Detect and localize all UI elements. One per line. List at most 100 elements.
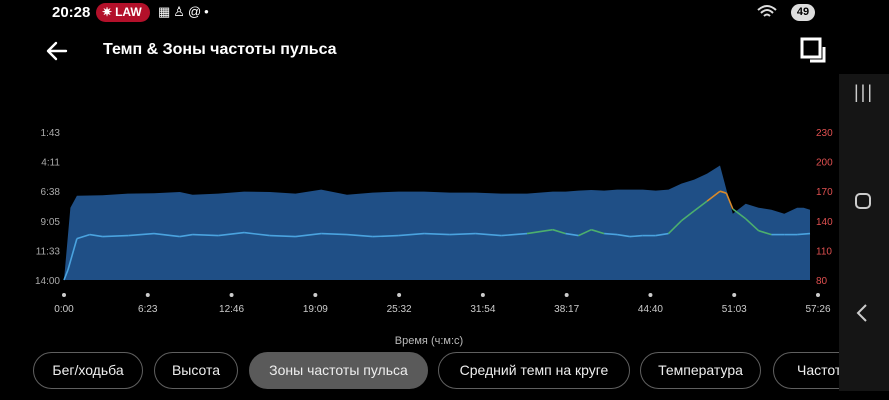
x-tick-label: 44:40 [638,304,663,315]
heart-rate-segment [89,233,103,238]
y-right-tick-label: 170 [816,187,833,198]
heart-rate-segment [63,269,69,281]
heart-rate-segment [192,233,219,237]
heart-rate-segment [719,190,727,194]
at-icon: @ [187,4,205,19]
heart-rate-segment [629,234,643,238]
chip-0[interactable]: Бег/ходьба [33,352,143,389]
fullscreen-exit-icon[interactable] [800,37,828,65]
recents-icon[interactable]: ||| [854,82,875,102]
person-icon: ♙ [173,4,188,19]
heart-rate-segment [67,238,78,271]
heart-rate-segment [758,229,772,236]
pace-heart-rate-chart: 1:43 4:11 6:38 9:05 11:33 14:00 230 200 170 140 11… [35,128,833,315]
chip-4[interactable]: Температура [640,352,761,389]
heart-rate-segment [76,233,90,240]
metric-chips: Бег/ходьба Высота Зоны частоты пульса Средн… [33,352,839,392]
heart-rate-segment [552,228,566,235]
heart-rate-segment [346,233,373,238]
y-right-tick-label: 110 [816,246,832,257]
x-tick-dot [145,293,150,297]
status-bar: 20:28 ✷ LAW ▦♙@• 49 [0,0,889,26]
heart-rate-segment [295,232,322,238]
heart-rate-segment [449,232,476,236]
heart-rate-segment [244,231,270,237]
chip-3[interactable]: Средний темп на круге [438,352,630,389]
x-tick-dot [732,293,737,297]
x-tick-dot [564,293,569,297]
wifi-icon [757,5,777,17]
heart-rate-segment [501,232,528,237]
x-tick-label: 19:09 [303,304,328,315]
y-left-tick-label: 6:38 [41,187,61,198]
heart-rate-segment [706,190,721,202]
chip-2[interactable]: Зоны частоты пульса [249,352,428,389]
y-right-tick-label: 230 [816,128,833,139]
x-tick-label: 6:23 [138,304,158,315]
x-tick-label: 57:26 [805,304,830,315]
dot-icon: • [204,4,212,19]
x-tick-label: 12:46 [219,304,244,315]
y-right-tick-label: 140 [816,217,833,228]
heart-rate-segment [398,232,425,237]
heart-rate-segment [565,232,579,237]
star-icon: ✷ [102,5,113,19]
page-title: Темп & Зоны частоты пульса [103,41,337,58]
battery-indicator: 49 [791,4,815,21]
x-tick-dot [480,293,485,297]
x-axis-label: Время (ч:м:с) [394,335,464,347]
y-left-tick-label: 11:33 [36,246,61,257]
x-tick-label: 38:17 [554,304,579,315]
chip-5[interactable]: Частота [773,352,839,389]
law-badge: ✷ LAW [96,3,150,22]
heart-rate-segment [475,232,502,237]
heart-rate-segment [693,200,708,212]
x-tick-dot [313,293,318,297]
y-left-tick-label: 14:00 [35,276,60,287]
heart-rate-segment [153,232,180,238]
x-tick-label: 25:32 [387,304,412,315]
chip-1[interactable]: Высота [154,352,238,389]
x-tick-dot [229,293,234,297]
y-left-tick-label: 4:11 [41,158,60,169]
x-tick-dot [62,293,66,297]
heart-rate-segment [321,232,348,236]
heart-rate-segment [372,234,399,238]
heart-rate-segment [269,234,296,238]
y-left-tick-label: 1:43 [41,128,61,139]
heart-rate-segment [797,232,811,236]
y-right-tick-label: 80 [816,276,828,287]
heart-rate-segment [591,228,605,235]
heart-rate-segment [526,228,553,235]
pace-area [64,165,810,280]
nav-back-icon[interactable] [855,303,869,323]
home-icon[interactable] [855,193,871,209]
back-arrow-icon[interactable] [46,40,68,62]
heart-rate-segment [102,234,129,238]
status-time: 20:28 [52,4,91,21]
x-tick-dot [816,293,820,297]
grid-icon: ▦ [158,4,174,19]
heart-rate-segment [179,233,193,238]
heart-rate-segment [680,210,695,222]
navigation-bar [839,74,889,391]
heart-rate-segment [725,192,734,210]
law-badge-label: LAW [115,5,142,19]
heart-rate-segment [604,232,618,236]
x-tick-dot [397,293,402,297]
heart-rate-segment [424,232,450,236]
heart-rate-segment [128,232,155,237]
heart-rate-segment [616,233,631,238]
heart-rate-segment [732,208,747,220]
y-right-tick-label: 200 [816,158,833,169]
x-tick-dot [648,293,653,297]
heart-rate-segment [578,228,592,237]
notification-icons: ▦♙@• [158,4,212,20]
heart-rate-segment [745,218,760,232]
x-tick-label: 31:54 [470,304,495,315]
heart-rate-segment [667,220,682,235]
heart-rate-segment [218,231,245,237]
y-left-tick-label: 9:05 [41,217,61,228]
x-tick-label: 51:03 [722,304,747,315]
x-tick-label: 0:00 [54,304,74,315]
